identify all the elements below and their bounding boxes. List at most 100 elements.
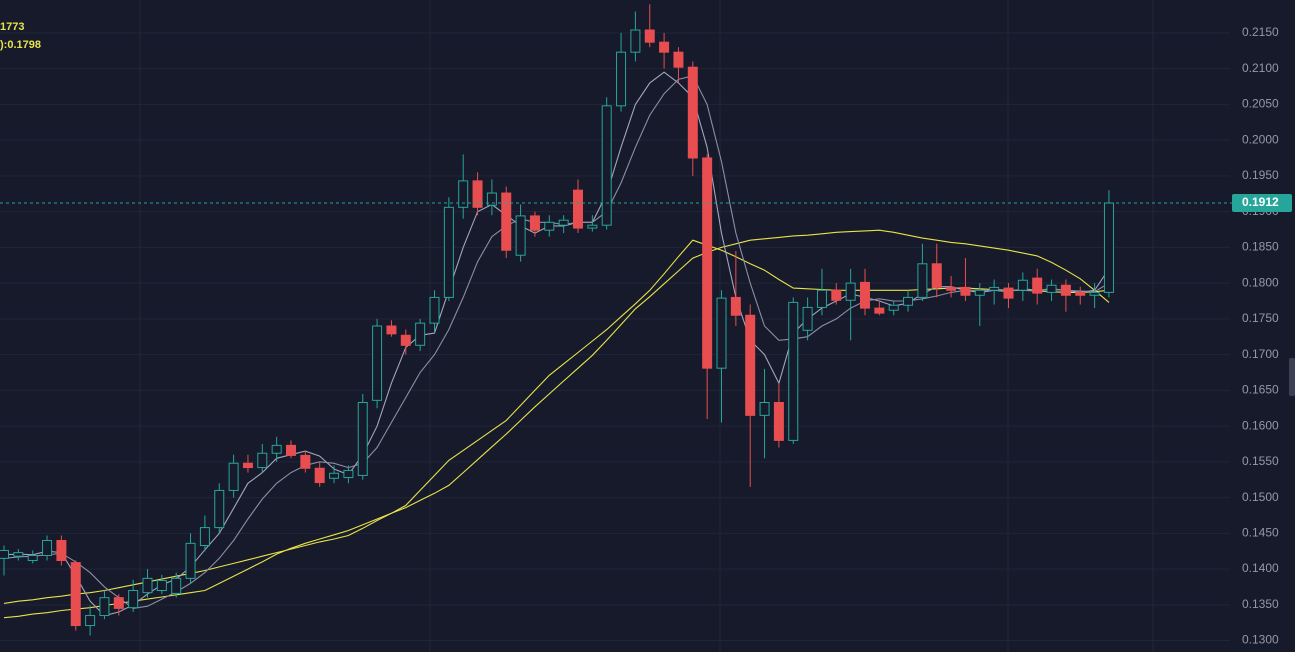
y-tick-label: 0.2150 xyxy=(1242,25,1279,39)
candle-body xyxy=(56,539,67,561)
candle-body xyxy=(1046,284,1057,293)
candle-body xyxy=(415,322,426,346)
candle-body xyxy=(1032,277,1043,294)
candle-body xyxy=(788,301,799,441)
candle-body xyxy=(529,215,540,231)
candle-body xyxy=(816,289,827,308)
candle-body xyxy=(128,590,139,609)
candle-body xyxy=(989,286,1000,291)
candle-body xyxy=(845,282,856,301)
last-price-box xyxy=(1232,194,1292,213)
y-tick-label: 0.1500 xyxy=(1242,490,1279,504)
candle-body xyxy=(214,489,225,529)
y-tick-label: 0.2100 xyxy=(1242,61,1279,75)
y-tick-label: 0.1750 xyxy=(1242,311,1279,325)
candle-body xyxy=(659,41,670,53)
candle-body xyxy=(802,306,813,331)
candle-body xyxy=(1017,279,1028,291)
candle-body xyxy=(616,51,627,107)
y-tick-label: 0.1700 xyxy=(1242,347,1279,361)
candle-body xyxy=(99,597,110,617)
candle-body xyxy=(931,263,942,288)
y-tick-label: 0.1550 xyxy=(1242,454,1279,468)
candle-body xyxy=(573,189,583,229)
candle-body xyxy=(630,29,641,53)
y-tick-label: 0.1350 xyxy=(1242,597,1279,611)
y-tick-label: 0.1600 xyxy=(1242,418,1279,432)
candle-body xyxy=(917,263,928,298)
candle-body xyxy=(730,296,741,316)
candle-body xyxy=(544,221,555,231)
candle-body xyxy=(386,325,397,335)
candle-body xyxy=(156,580,167,592)
y-tick-label: 0.2000 xyxy=(1242,132,1279,146)
candles xyxy=(0,4,1114,636)
candle-body xyxy=(113,597,124,609)
candle-body xyxy=(400,334,411,346)
candle-body xyxy=(42,539,53,556)
candle-body xyxy=(702,157,713,369)
candle-body xyxy=(314,467,325,484)
candle-body xyxy=(486,192,497,206)
candle-body xyxy=(329,472,340,479)
candle-body xyxy=(759,401,770,416)
y-tick-label: 0.1450 xyxy=(1242,525,1279,539)
candle-body xyxy=(974,289,985,296)
y-tick-label: 0.1300 xyxy=(1242,633,1279,647)
y-axis: 0.1300 0.1350 0.1400 0.1450 0.1500 0.1550 0.16… xyxy=(0,25,1292,647)
y-tick-label: 0.1850 xyxy=(1242,240,1279,254)
candle-body xyxy=(0,549,9,559)
y-tick-label: 0.1800 xyxy=(1242,275,1279,289)
candle-body xyxy=(257,452,268,469)
y-tick-label: 0.1400 xyxy=(1242,561,1279,575)
candle-body xyxy=(716,297,727,369)
candle-body xyxy=(946,286,957,291)
y-tick-label: 0.2050 xyxy=(1242,97,1279,111)
candle-body xyxy=(673,51,684,68)
candle-body xyxy=(587,224,598,229)
candle-body xyxy=(888,304,899,311)
candle-body xyxy=(199,527,210,546)
candle-body xyxy=(1060,284,1071,296)
candle-body xyxy=(286,444,296,456)
candle-body xyxy=(601,105,612,226)
candle-body xyxy=(515,215,526,256)
y-tick-label: 0.1650 xyxy=(1242,383,1279,397)
candle-body xyxy=(472,180,483,208)
candle-body xyxy=(458,180,469,208)
candle-body xyxy=(228,462,239,491)
candle-body xyxy=(443,206,454,298)
candle-body xyxy=(357,401,368,476)
candle-body xyxy=(960,286,971,296)
candle-body xyxy=(1003,287,1014,299)
candle-body xyxy=(501,192,512,251)
legend-text: ):0.1798 xyxy=(0,39,41,51)
candle-body xyxy=(860,281,870,309)
candle-body xyxy=(903,296,914,306)
candle-body xyxy=(85,615,96,627)
candle-body xyxy=(1075,291,1086,296)
candle-body xyxy=(13,552,24,557)
candle-body xyxy=(1103,202,1114,293)
candle-body xyxy=(185,542,196,579)
candle-body xyxy=(372,325,383,401)
candle-body xyxy=(874,307,885,314)
candle-body xyxy=(70,562,81,627)
candle-body xyxy=(773,401,784,441)
candle-body xyxy=(1089,291,1100,296)
ma-line xyxy=(3,229,1110,619)
candle-body xyxy=(831,289,842,301)
candle-body xyxy=(644,29,655,43)
y-tick-label: 0.1950 xyxy=(1242,168,1279,182)
last-price-label: 0.1912 xyxy=(1242,195,1279,209)
candle-body xyxy=(171,577,182,594)
candle-body xyxy=(429,296,440,324)
candle-body xyxy=(687,66,698,159)
side-tab[interactable] xyxy=(1289,358,1295,396)
candle-body xyxy=(343,469,354,479)
candle-body xyxy=(27,554,38,561)
candle-body xyxy=(271,444,282,454)
